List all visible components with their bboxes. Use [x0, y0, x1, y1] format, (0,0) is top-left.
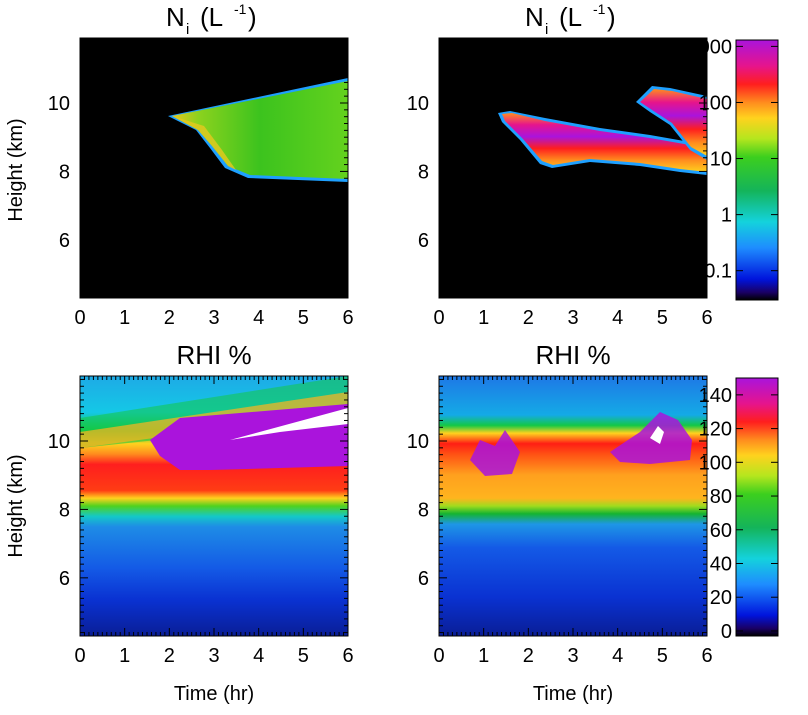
title-top-left: N i (L -1 ) [166, 1, 257, 38]
title-exp: -1 [234, 1, 247, 17]
rhi-supersat-region [150, 404, 348, 470]
x-tick-label: 0 [74, 307, 85, 329]
x-tick-label: 2 [164, 307, 175, 329]
ni-plume-edge-yellow [172, 116, 236, 170]
x-tick-label: 3 [208, 307, 219, 329]
colorbar-tick-label: 100 [699, 92, 732, 114]
colorbar-tick-label: 140 [699, 385, 732, 407]
x-tick-label: 1 [119, 645, 130, 667]
x-tick-label: 2 [523, 307, 534, 329]
x-tick-label: 3 [567, 645, 578, 667]
x-tick-label: 3 [208, 645, 219, 667]
y-tick-label: 8 [59, 499, 70, 521]
ni-main-plume [502, 113, 707, 172]
ylabel-top: Height (km) [5, 118, 27, 221]
colorbar-tick-label: 0.1 [704, 261, 732, 283]
x-tick-label: 6 [342, 307, 353, 329]
rhi-white-region [230, 408, 348, 440]
panel-top-left [79, 37, 349, 299]
y-tick-label: 10 [48, 93, 70, 115]
colorbar-tick-label: 1 [721, 205, 732, 227]
x-tick-label: 0 [74, 645, 85, 667]
x-tick-label: 4 [253, 307, 264, 329]
x-tick-label: 2 [523, 645, 534, 667]
y-tick-label: 10 [407, 93, 429, 115]
title-top-right: N i (L -1 ) [525, 1, 616, 38]
title-close: ) [248, 2, 257, 32]
title-bottom-right: RHI % [535, 340, 610, 370]
axes-layer: 0 1 2 3 4 5 6 6 8 10 0 1 2 3 4 5 6 6 8 10 0 1 2 3 4 5 6 6 8 10 0 1 2 3 4 5 6… [48, 38, 713, 667]
title-bottom-left: RHI % [176, 340, 251, 370]
y-tick-label: 8 [59, 161, 70, 183]
x-tick-label: 5 [657, 307, 668, 329]
y-tick-label: 8 [418, 161, 429, 183]
y-tick-label: 10 [407, 431, 429, 453]
title-main: N [525, 2, 544, 32]
y-tick-label: 6 [59, 568, 70, 590]
ni-plume [172, 81, 348, 179]
colorbar-tick-label: 60 [710, 520, 732, 542]
rhi-colorbar-gradient [735, 377, 779, 637]
y-tick-label: 6 [59, 230, 70, 252]
x-tick-label: 5 [298, 645, 309, 667]
x-tick-label: 4 [612, 307, 623, 329]
ni-field [498, 86, 707, 175]
ni-field [168, 78, 348, 182]
colorbar-tick-label: 120 [699, 419, 732, 441]
title-sub: i [186, 21, 189, 38]
title-unit: (L [200, 2, 223, 32]
colorbar-tick-label: 1000 [688, 36, 733, 58]
y-tick-label: 8 [418, 499, 429, 521]
ylabel-bottom: Height (km) [5, 454, 27, 557]
title-unit: (L [559, 2, 582, 32]
x-tick-label: 6 [701, 645, 712, 667]
colorbar-tick-label: 100 [699, 452, 732, 474]
title-close: ) [607, 2, 616, 32]
colorbar-tick-label: 80 [710, 486, 732, 508]
ni-colorbar-gradient [735, 39, 779, 301]
xlabel-bottom-left: Time (hr) [174, 683, 254, 705]
x-tick-label: 0 [433, 645, 444, 667]
y-tick-label: 10 [48, 431, 70, 453]
rhi-overlay [470, 412, 692, 476]
title-sub: i [545, 21, 548, 38]
rhi-colorbar: 140 120 100 80 60 40 20 0 [699, 377, 779, 643]
rhi-field [439, 376, 707, 636]
y-tick-label: 6 [418, 568, 429, 590]
xlabel-bottom-right: Time (hr) [533, 683, 613, 705]
rhi-overlay [80, 376, 348, 470]
y-tick-label: 6 [418, 230, 429, 252]
panel-bottom-right [438, 375, 708, 637]
panel-top-right [438, 37, 708, 299]
x-tick-label: 4 [612, 645, 623, 667]
panel-bottom-left [79, 375, 349, 637]
x-tick-label: 5 [298, 307, 309, 329]
ni-upper-plume [640, 89, 707, 156]
x-tick-label: 6 [342, 645, 353, 667]
x-tick-label: 2 [164, 645, 175, 667]
rhi-white-spot [650, 426, 664, 444]
x-tick-label: 6 [701, 307, 712, 329]
title-main: N [166, 2, 185, 32]
x-tick-label: 1 [119, 307, 130, 329]
x-tick-label: 5 [657, 645, 668, 667]
x-tick-label: 3 [567, 307, 578, 329]
colorbar-tick-label: 40 [710, 553, 732, 575]
ni-colorbar: 1000 100 10 1 0.1 [688, 36, 779, 301]
colorbar-tick-label: 20 [710, 587, 732, 609]
x-tick-label: 4 [253, 645, 264, 667]
x-tick-label: 1 [478, 645, 489, 667]
x-tick-label: 0 [433, 307, 444, 329]
colorbar-tick-label: 0 [721, 621, 732, 643]
x-tick-label: 1 [478, 307, 489, 329]
rhi-supersat-patch-left [470, 430, 520, 476]
title-exp: -1 [593, 1, 606, 17]
colorbar-tick-label: 10 [710, 149, 732, 171]
